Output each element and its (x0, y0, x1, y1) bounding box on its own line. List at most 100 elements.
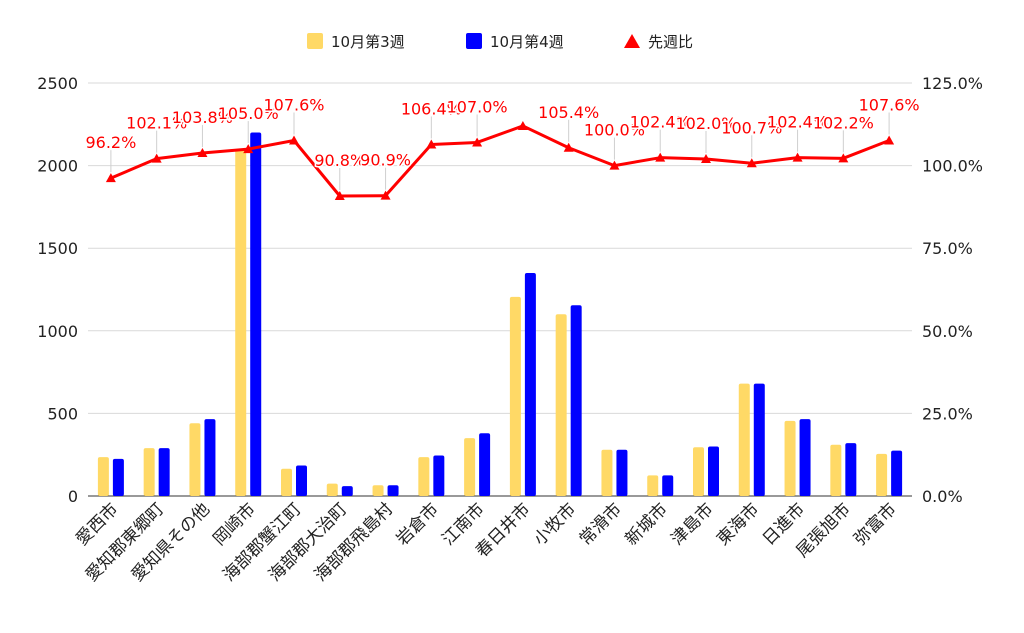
line-point-marker (472, 137, 483, 147)
y-left-tick-label: 1500 (37, 239, 78, 258)
bar-series2 (296, 465, 307, 496)
x-tick-label: 津島市 (667, 499, 717, 549)
data-label: 102.1% (126, 114, 187, 133)
data-label: 100.0% (584, 121, 645, 140)
y-right-tick-label: 50.0% (922, 322, 973, 341)
legend-swatch-series2 (466, 33, 482, 49)
y-left-tick-label: 0 (68, 487, 78, 506)
bar-series1 (189, 423, 201, 496)
legend-label-series3: 先週比 (648, 32, 694, 51)
x-tick-label: 岩倉市 (393, 499, 443, 549)
line-point-marker (380, 190, 391, 200)
bar-series2 (753, 383, 765, 496)
bar-series2 (799, 419, 811, 496)
line-point-marker (517, 120, 528, 130)
bar-series1 (738, 383, 750, 496)
line-series3 (110, 124, 890, 198)
data-label: 103.8% (172, 108, 233, 127)
legend-item-series3: 先週比 (624, 30, 693, 52)
bar-series1 (464, 438, 476, 496)
bar-series2 (433, 455, 445, 496)
data-label: 102.4% (767, 113, 828, 132)
data-label: 100.7% (721, 118, 782, 137)
bar-series2 (250, 132, 262, 496)
x-tick-label: 小牧市 (530, 499, 580, 549)
bar-series1 (830, 444, 842, 496)
bar-series2 (845, 443, 857, 496)
data-label: 107.6% (263, 95, 324, 114)
data-label: 102.2% (813, 113, 874, 132)
legend-item-series2: 10月第4週 (466, 30, 564, 52)
data-label: 105.4% (538, 103, 599, 122)
legend-label-series2: 10月第4週 (490, 32, 564, 51)
line-point-marker (563, 142, 574, 152)
y-right-tick-label: 100.0% (922, 157, 983, 176)
line-point-marker (884, 135, 895, 145)
bar-series2 (891, 450, 903, 496)
bar-series1 (235, 149, 247, 496)
bar-series1 (647, 475, 659, 496)
line-point-marker (105, 173, 116, 183)
bar-series1 (555, 314, 567, 496)
legend-item-series1: 10月第3週 (307, 30, 405, 52)
line-point-marker (792, 152, 803, 162)
bar-series1 (418, 457, 430, 496)
bar-series1 (326, 483, 338, 496)
bar-series2 (112, 458, 124, 496)
bar-series2 (341, 486, 353, 496)
line-point-marker (334, 190, 345, 200)
line-point-marker (746, 158, 757, 168)
data-label: 105.0% (218, 104, 279, 123)
y-right-tick-label: 75.0% (922, 239, 973, 258)
bar-series2 (524, 272, 536, 496)
data-label: 102.4% (630, 113, 691, 132)
bar-series1 (693, 447, 704, 496)
line-point-marker (838, 153, 849, 163)
y-right-tick-label: 25.0% (922, 404, 973, 423)
data-label: 106.4% (401, 99, 462, 118)
data-label: 90.9% (360, 151, 411, 170)
data-label: 90.8% (314, 151, 365, 170)
line-point-marker (289, 135, 299, 145)
data-label: 107.6% (859, 95, 920, 114)
line-point-marker (426, 139, 437, 149)
legend-label-series1: 10月第3週 (331, 32, 405, 51)
bar-series2 (158, 448, 170, 496)
x-tick-label: 新城市 (622, 499, 672, 549)
y-left-tick-label: 500 (47, 404, 78, 423)
y-right-tick-label: 0.0% (922, 487, 963, 506)
bar-series1 (372, 485, 384, 496)
bar-series1 (143, 448, 155, 496)
x-tick-label: 常滑市 (576, 499, 626, 549)
y-right-tick-label: 125.0% (922, 74, 983, 93)
bar-series1 (509, 296, 521, 496)
y-left-tick-label: 1000 (37, 322, 78, 341)
bar-series1 (281, 468, 292, 496)
line-point-marker (701, 153, 711, 163)
bar-series2 (616, 449, 628, 496)
line-point-marker (609, 160, 620, 170)
y-left-tick-label: 2000 (37, 157, 78, 176)
line-point-marker (151, 153, 162, 163)
line-point-marker (655, 152, 666, 162)
y-left-tick-label: 2500 (37, 74, 78, 93)
line-point-marker (197, 148, 208, 158)
x-tick-label: 東海市 (713, 499, 763, 549)
line-point-marker (243, 144, 254, 154)
bar-series2 (662, 475, 674, 496)
bar-series2 (204, 419, 216, 496)
bar-series2 (570, 305, 582, 496)
legend-swatch-series1 (307, 33, 323, 49)
bar-series1 (601, 449, 613, 496)
bar-series1 (97, 457, 109, 496)
bar-series2 (387, 485, 399, 496)
data-label: 96.2% (85, 133, 136, 152)
data-label: 102.0% (675, 114, 736, 133)
x-tick-label: 弥富市 (850, 499, 900, 549)
legend-marker-series3 (624, 34, 640, 48)
bar-series1 (876, 453, 888, 496)
bar-series1 (784, 420, 796, 496)
data-label: 107.0% (447, 97, 508, 116)
bar-series2 (479, 433, 491, 496)
